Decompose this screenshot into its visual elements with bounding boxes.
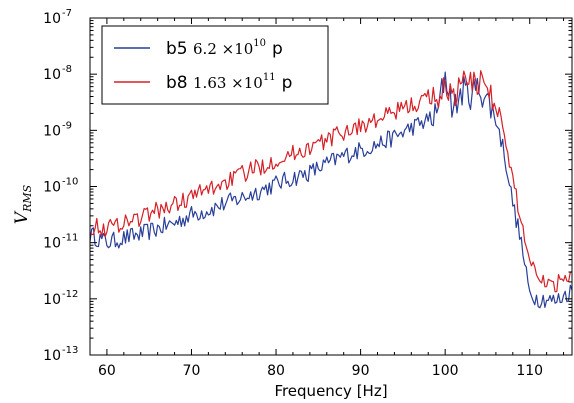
y-tick-label-exponent: -7: [62, 8, 72, 19]
y-tick-label: 10: [43, 348, 61, 364]
x-axis-label: Frequency [Hz]: [274, 382, 387, 400]
x-tick-label: 100: [432, 363, 459, 379]
y-tick-label-exponent: -8: [62, 64, 72, 75]
y-tick-label-exponent: -11: [62, 233, 78, 244]
y-axis-label-main: V: [12, 210, 32, 224]
legend: b5 6.2 ×1010 p b8 1.63 ×1011 p: [101, 25, 329, 105]
legend-unit: p: [282, 73, 293, 93]
x-tick-label: 110: [516, 363, 543, 379]
y-tick-label: 10: [43, 67, 61, 83]
y-tick-label-exponent: -12: [62, 289, 78, 300]
x-tick-label: 70: [183, 363, 201, 379]
series-line-b5: [90, 71, 572, 309]
legend-series-name: b8: [166, 73, 193, 93]
x-tick-label: 80: [267, 363, 285, 379]
y-tick-label-exponent: -13: [62, 345, 78, 356]
legend-label-b5: b5 6.2 ×1010 p: [166, 38, 283, 59]
y-axis-label-sub: RMS: [21, 184, 34, 213]
x-tick-label: 90: [352, 363, 370, 379]
y-tick-label: 10: [43, 180, 61, 196]
x-tick-label: 60: [98, 363, 116, 379]
y-tick-label: 10: [43, 123, 61, 139]
y-tick-label-exponent: -9: [62, 120, 72, 131]
legend-exponent: 10: [253, 38, 266, 49]
y-axis-label: VRMS: [12, 184, 34, 224]
ticks-layer: 60 70 80 90 100 11010-1310-1210-1110-1010-910…: [43, 8, 572, 379]
series-line-b8: [90, 70, 572, 293]
y-tick-label: 10: [43, 236, 61, 252]
legend-value: 6.2 ×10: [193, 40, 253, 58]
legend-series-name: b5: [166, 39, 193, 59]
y-tick-label: 10: [43, 292, 61, 308]
legend-unit: p: [272, 39, 283, 59]
y-tick-label: 10: [43, 11, 61, 27]
legend-box: [101, 25, 329, 105]
legend-exponent: 11: [263, 72, 276, 83]
series-layer: [90, 70, 572, 309]
legend-value: 1.63 ×10: [193, 74, 263, 92]
y-tick-label-exponent: -10: [62, 177, 78, 188]
legend-label-b8: b8 1.63 ×1011 p: [166, 72, 292, 93]
